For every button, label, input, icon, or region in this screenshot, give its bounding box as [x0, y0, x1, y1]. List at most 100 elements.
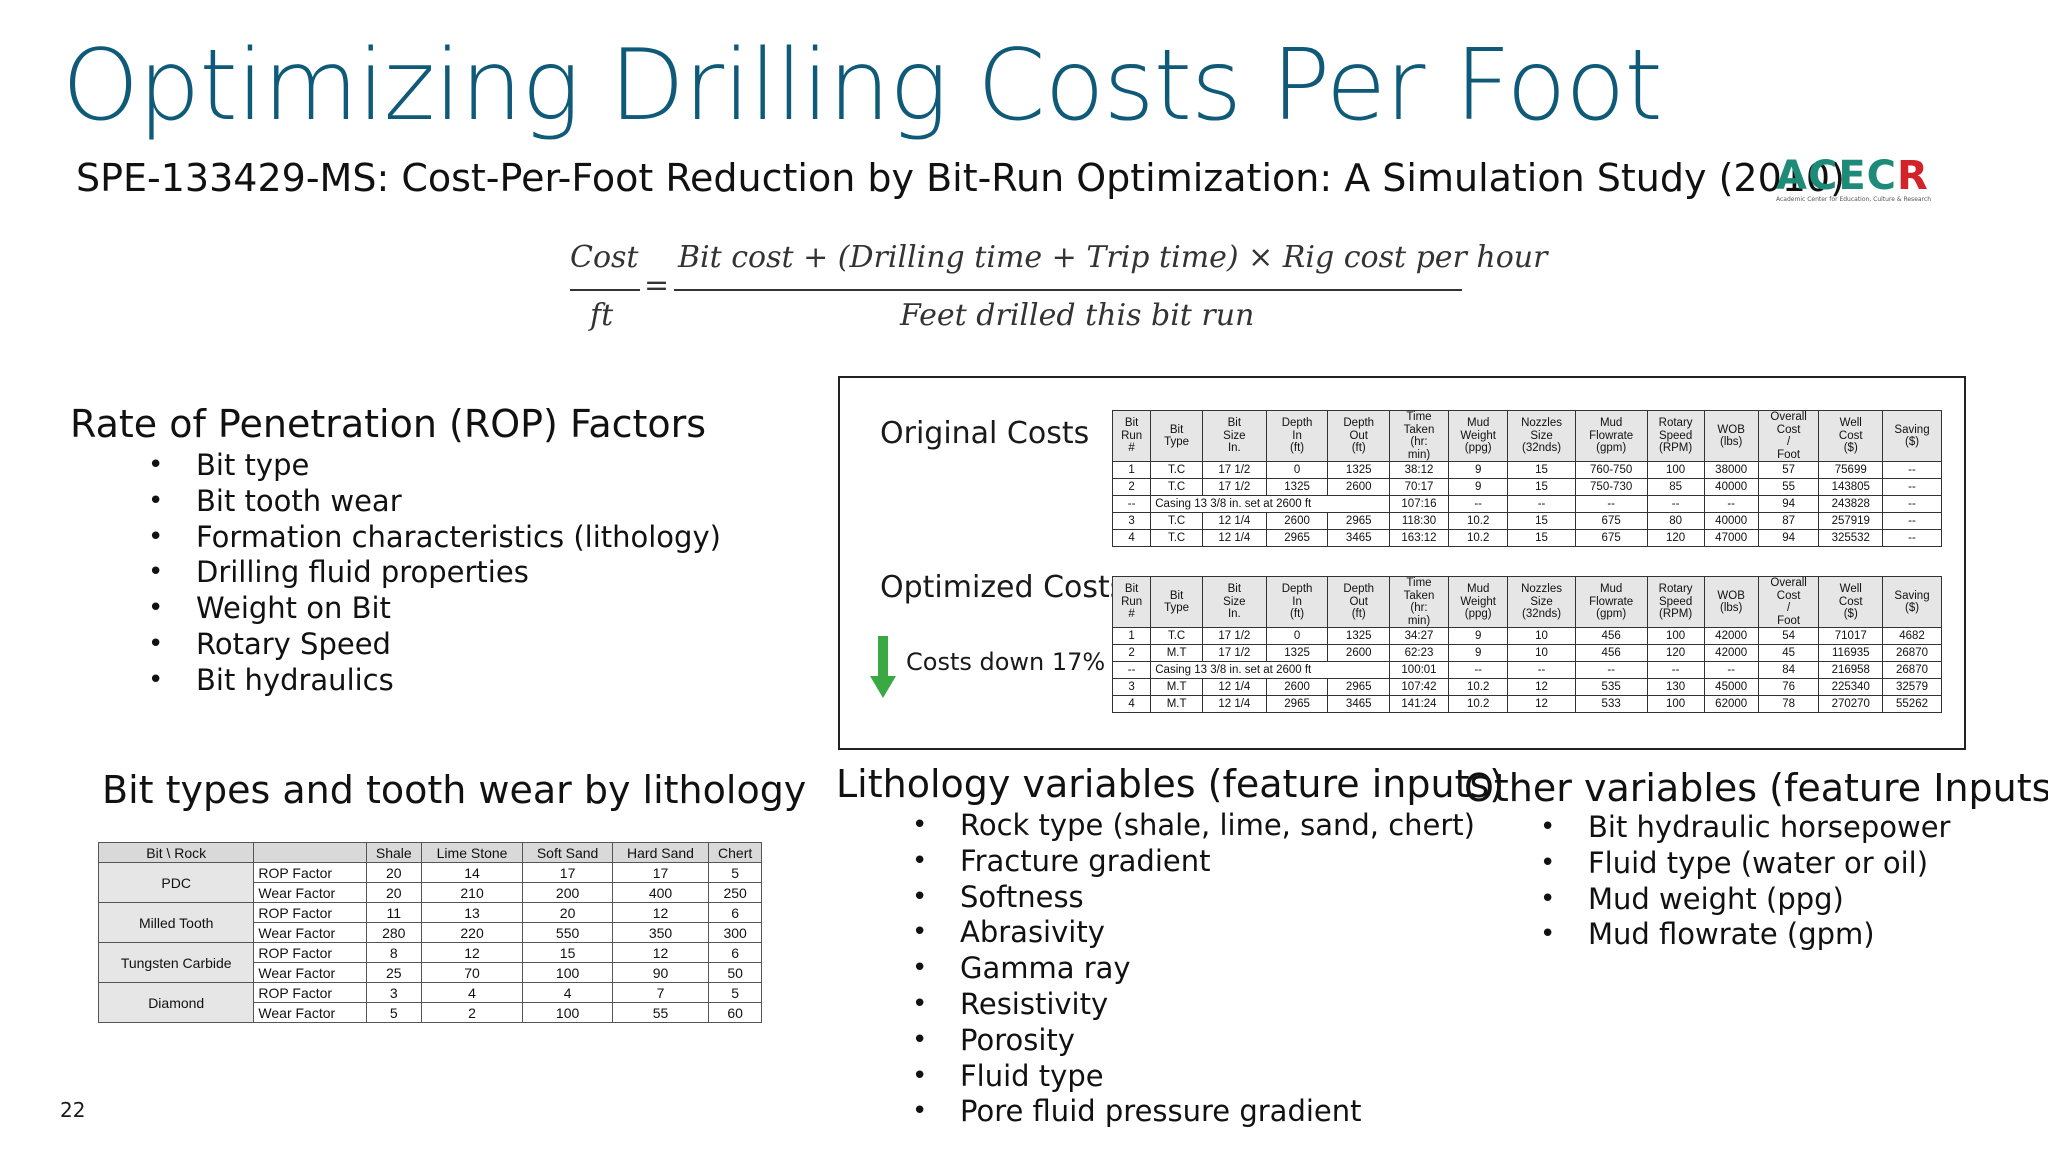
formula-lhs-numerator: Cost — [570, 240, 639, 275]
table-cell: 3465 — [1327, 529, 1391, 547]
table-cell: 0 — [1265, 461, 1329, 479]
table-cell: 10 — [1507, 644, 1576, 662]
table-cell: 216958 — [1818, 661, 1884, 679]
table-cell: 3465 — [1327, 695, 1391, 713]
table-cell: 94 — [1757, 529, 1820, 547]
table-cell: 2600 — [1327, 644, 1391, 662]
table-cell: 550 — [522, 922, 613, 943]
list-item: Drilling fluid properties — [148, 555, 721, 591]
factor-label: ROP Factor — [253, 862, 367, 883]
table-cell: 100 — [1646, 461, 1705, 479]
table-cell: 17 1/2 — [1201, 461, 1267, 479]
table-cell: 760-750 — [1574, 461, 1648, 479]
down-arrow-icon — [870, 636, 896, 698]
bit-type-cell: PDC — [97, 862, 255, 903]
table-cell: 70:17 — [1389, 478, 1449, 496]
table-cell: 13 — [420, 902, 524, 923]
table-cell: 1325 — [1265, 478, 1329, 496]
factor-label: ROP Factor — [253, 902, 367, 923]
table-cell: 2600 — [1265, 678, 1329, 696]
table-body: PDC ROP Factor 20 14 17 17 5 Wear Factor 20 210 20… — [97, 862, 762, 1023]
table-cell: 42000 — [1703, 627, 1759, 645]
list-item: Fracture gradient — [912, 844, 1475, 880]
table-cell: -- — [1646, 495, 1705, 513]
formula-lhs-denominator: ft — [590, 298, 614, 333]
table-cell: 350 — [611, 922, 710, 943]
column-header: Bit Size In. — [1201, 576, 1267, 628]
table-row: Tungsten Carbide ROP Factor 8 12 15 12 6 — [97, 942, 762, 983]
acecr-logo: ACECR Academic Center for Education, Cul… — [1776, 156, 1931, 212]
table-cell: 75699 — [1818, 461, 1884, 479]
table-cell: 107:42 — [1389, 678, 1449, 696]
table-row: Wear Factor 25 70 100 90 50 — [99, 962, 762, 983]
table-row: 1 T.C 17 1/2 0 1325 38:12 9 15 760-750 100 38000 57… — [1111, 461, 1942, 479]
original-costs-label: Original Costs — [880, 416, 1090, 451]
table-cell: 243828 — [1818, 495, 1884, 513]
table-cell: 38000 — [1703, 461, 1759, 479]
column-header: Rotary Speed (RPM) — [1646, 410, 1705, 462]
table-cell: 2600 — [1265, 512, 1329, 530]
list-item: Bit tooth wear — [148, 484, 721, 520]
column-header: Time Taken (hr: min) — [1389, 576, 1449, 628]
column-header: Time Taken (hr: min) — [1389, 410, 1449, 462]
table-cell: 210 — [420, 882, 524, 903]
table-cell: 62:23 — [1389, 644, 1449, 662]
table-cell: 55 — [611, 1002, 710, 1023]
table-cell: 12 — [420, 942, 524, 963]
bit-type-cell: Diamond — [97, 982, 255, 1023]
table-cell: 118:30 — [1389, 512, 1449, 530]
column-header: Depth In (ft) — [1265, 576, 1329, 628]
table-cell: 100 — [522, 1002, 613, 1023]
table-cell: 100 — [522, 962, 613, 983]
table-cell: 94 — [1757, 495, 1820, 513]
column-header: Shale — [365, 842, 422, 863]
table-row: 2 T.C 17 1/2 1325 2600 70:17 9 15 750-730 85 40000… — [1111, 478, 1942, 496]
column-header: Bit Run # — [1111, 410, 1152, 462]
table-cell: 12 1/4 — [1201, 695, 1267, 713]
table-cell: 116935 — [1818, 644, 1884, 662]
table-cell: 42000 — [1703, 644, 1759, 662]
table-cell: -- — [1882, 461, 1942, 479]
table-cell: 9 — [1447, 478, 1509, 496]
table-cell: 12 1/4 — [1201, 512, 1267, 530]
table-cell: 107:16 — [1389, 495, 1449, 513]
table-cell: 5 — [365, 1002, 422, 1023]
table-cell: 54 — [1757, 627, 1820, 645]
table-cell: 17 — [522, 862, 613, 883]
table-cell: 100:01 — [1389, 661, 1449, 679]
column-header: Well Cost ($) — [1818, 410, 1884, 462]
table-cell: 12 — [1507, 678, 1576, 696]
table-cell: 257919 — [1818, 512, 1884, 530]
table-cell: 3 — [1111, 678, 1152, 696]
table-cell: 34:27 — [1389, 627, 1449, 645]
table-cell: T.C — [1150, 627, 1203, 645]
table-cell: 80 — [1646, 512, 1705, 530]
list-item: Bit type — [148, 448, 721, 484]
column-header: Depth Out (ft) — [1327, 576, 1391, 628]
column-header — [253, 842, 367, 863]
table-cell: 12 — [1507, 695, 1576, 713]
table-cell: 1325 — [1327, 627, 1391, 645]
table-cell: -- — [1111, 495, 1152, 513]
table-cell: 2965 — [1327, 512, 1391, 530]
factor-label: Wear Factor — [253, 882, 367, 903]
table-body: 1 T.C 17 1/2 0 1325 34:27 9 10 456 100 42000 54 7101… — [1111, 627, 1942, 713]
table-cell: 456 — [1574, 644, 1648, 662]
table-cell: 6 — [708, 902, 762, 923]
table-cell: 120 — [1646, 644, 1705, 662]
column-header: Lime Stone — [420, 842, 524, 863]
table-cell: 14 — [420, 862, 524, 883]
column-header: Saving ($) — [1882, 576, 1942, 628]
list-item: Resistivity — [912, 987, 1475, 1023]
column-header: Bit \ Rock — [97, 842, 255, 863]
table-header-row: Bit Run # Bit Type Bit Size In. Depth In (ft) Depth… — [1111, 576, 1942, 628]
table-cell: -- — [1882, 529, 1942, 547]
list-item: Softness — [912, 880, 1475, 916]
original-costs-table: Bit Run # Bit Type Bit Size In. Depth In (ft) Depth… — [1111, 410, 1942, 547]
table-cell: 45000 — [1703, 678, 1759, 696]
cost-per-foot-formula: Cost ft = Bit cost + (Drilling time + Tr… — [560, 232, 1547, 342]
table-cell: 17 — [611, 862, 710, 883]
table-row: 2 M.T 17 1/2 1325 2600 62:23 9 10 456 120 42000 45 1… — [1111, 644, 1942, 662]
table-cell: 87 — [1757, 512, 1820, 530]
table-cell: 17 1/2 — [1201, 627, 1267, 645]
